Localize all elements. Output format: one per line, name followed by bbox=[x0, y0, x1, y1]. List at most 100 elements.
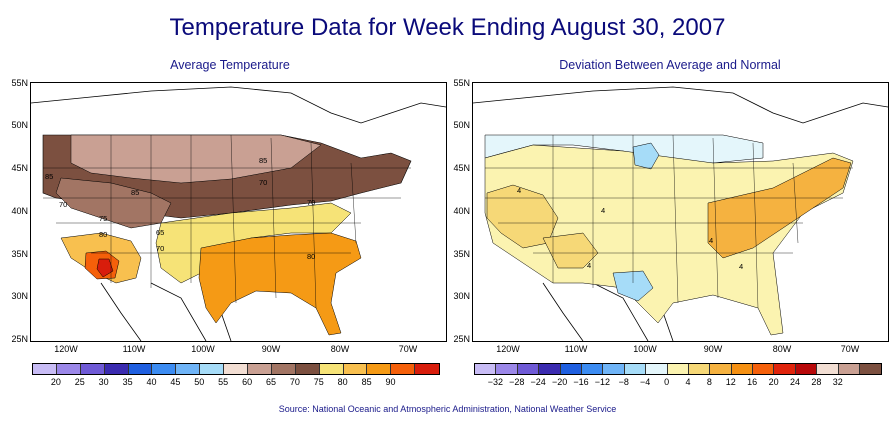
lon-label: 110W bbox=[122, 344, 146, 354]
region-midbrown bbox=[55, 177, 172, 229]
lon-label: 110W bbox=[564, 344, 588, 354]
contour-label: 85 bbox=[45, 172, 53, 181]
legend-tick-label: 30 bbox=[98, 377, 109, 387]
region-darkred-southwest bbox=[96, 258, 114, 278]
legend-tick-label: 70 bbox=[289, 377, 300, 387]
region-minus-four-texas bbox=[612, 270, 654, 302]
contour-label: 4 bbox=[709, 236, 713, 245]
legend-swatch bbox=[152, 364, 177, 374]
legend-tick-label: 20 bbox=[50, 377, 61, 387]
legend-swatch bbox=[731, 364, 754, 374]
legend-tick-label: −32 bbox=[487, 377, 504, 387]
legend-tick-label: 45 bbox=[170, 377, 181, 387]
legend-tick-label: 50 bbox=[194, 377, 205, 387]
legend-swatch bbox=[688, 364, 711, 374]
average-temperature-map: 85 70 85 75 80 70 65 70 85 70 80 bbox=[30, 82, 447, 342]
contour-label: 85 bbox=[259, 156, 267, 165]
legend-tick-label: 25 bbox=[74, 377, 85, 387]
legend-swatch bbox=[367, 364, 392, 374]
region-minus-four-north bbox=[632, 142, 660, 170]
lon-label: 70W bbox=[398, 344, 418, 354]
legend-swatch bbox=[271, 364, 296, 374]
legend-swatch bbox=[391, 364, 416, 374]
legend-swatch bbox=[128, 364, 153, 374]
legend-tick-label: −24 bbox=[530, 377, 546, 387]
lat-label: 30N bbox=[11, 291, 28, 301]
region-orange-southeast bbox=[198, 232, 362, 336]
legend-swatch bbox=[560, 364, 582, 374]
legend-swatch bbox=[33, 364, 57, 374]
legend-swatch bbox=[603, 364, 625, 374]
legend-swatch bbox=[753, 364, 775, 374]
legend-tick-label: −12 bbox=[594, 377, 611, 387]
contour-label: 4 bbox=[517, 186, 521, 195]
legend-tick-label: 75 bbox=[313, 377, 324, 387]
legend-swatch bbox=[795, 364, 818, 374]
lon-label: 90W bbox=[703, 344, 723, 354]
left-map-subtitle: Average Temperature bbox=[170, 58, 290, 72]
legend-tick-label: −4 bbox=[640, 377, 651, 387]
legend-swatch bbox=[104, 364, 129, 374]
legend-swatch bbox=[343, 364, 368, 374]
lon-label: 70W bbox=[840, 344, 860, 354]
source-credit: Source: National Oceanic and Atmospheric… bbox=[278, 404, 617, 414]
legend-swatch bbox=[646, 364, 668, 374]
legend-swatch bbox=[224, 364, 249, 374]
lon-label: 80W bbox=[772, 344, 792, 354]
lon-label: 120W bbox=[496, 344, 520, 354]
lat-label: 25N bbox=[11, 334, 28, 344]
legend-tick-label: 65 bbox=[265, 377, 276, 387]
state-borders bbox=[485, 134, 853, 309]
contour-label: 65 bbox=[156, 228, 164, 237]
lon-label: 90W bbox=[261, 344, 281, 354]
legend-tick-label: 90 bbox=[385, 377, 396, 387]
contour-label: 75 bbox=[99, 214, 107, 223]
legend-swatch bbox=[176, 364, 201, 374]
contour-label: 85 bbox=[131, 188, 139, 197]
legend-swatch bbox=[539, 364, 561, 374]
lon-label: 100W bbox=[191, 344, 215, 354]
legend-swatch bbox=[295, 364, 320, 374]
lat-label: 35N bbox=[453, 249, 470, 259]
legend-tick-label: 40 bbox=[146, 377, 157, 387]
lat-label: 55N bbox=[11, 78, 28, 88]
lat-label: 50N bbox=[11, 120, 28, 130]
legend-tick-label: 20 bbox=[768, 377, 779, 387]
legend-swatch bbox=[517, 364, 540, 374]
lat-label: 45N bbox=[453, 163, 470, 173]
contour-label: 70 bbox=[59, 200, 67, 209]
legend-swatch bbox=[319, 364, 344, 374]
contour-label: 4 bbox=[739, 262, 743, 271]
legend-tick-label: −20 bbox=[551, 377, 568, 387]
lat-label: 25N bbox=[453, 334, 470, 344]
lon-label: 80W bbox=[330, 344, 350, 354]
temperature-deviation-map: 4 4 4 4 4 bbox=[472, 82, 889, 342]
canada-outline bbox=[31, 86, 446, 124]
legend-tick-label: −16 bbox=[573, 377, 589, 387]
legend-swatch bbox=[200, 364, 225, 374]
contour-label: 4 bbox=[587, 261, 591, 270]
legend-tick-label: 0 bbox=[664, 377, 670, 387]
legend-swatch bbox=[415, 364, 440, 374]
lat-label: 40N bbox=[11, 206, 28, 216]
legend-swatch bbox=[56, 364, 81, 374]
legend-swatch bbox=[838, 364, 861, 374]
legend-tick-label: −8 bbox=[618, 377, 629, 387]
legend-swatch bbox=[496, 364, 518, 374]
region-plus-four-south bbox=[542, 232, 599, 269]
temperature-deviation-legend bbox=[474, 363, 883, 375]
legend-tick-label: 8 bbox=[706, 377, 712, 387]
contour-label: 70 bbox=[156, 244, 164, 253]
legend-tick-label: 80 bbox=[337, 377, 348, 387]
right-map-subtitle: Deviation Between Average and Normal bbox=[559, 58, 781, 72]
legend-swatch bbox=[860, 364, 882, 374]
lat-label: 30N bbox=[453, 291, 470, 301]
lon-label: 100W bbox=[633, 344, 657, 354]
legend-swatch bbox=[581, 364, 604, 374]
legend-swatch bbox=[475, 364, 497, 374]
contour-label: 80 bbox=[99, 230, 107, 239]
legend-tick-label: −28 bbox=[509, 377, 525, 387]
legend-tick-label: 60 bbox=[242, 377, 253, 387]
legend-tick-label: 16 bbox=[747, 377, 758, 387]
canada-outline bbox=[473, 86, 888, 124]
